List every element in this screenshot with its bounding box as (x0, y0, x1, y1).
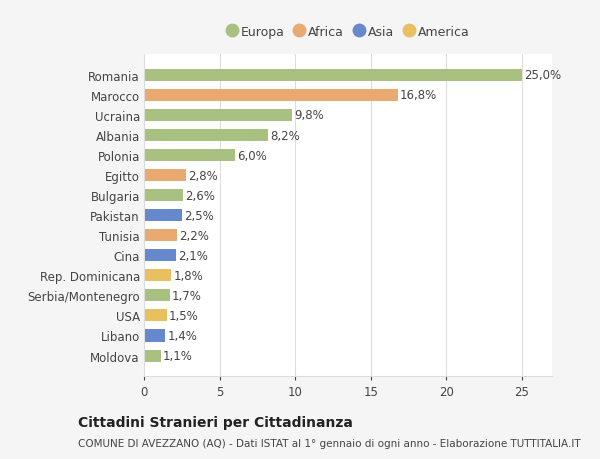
Bar (144, 230, 177, 242)
Bar (144, 250, 176, 262)
Text: Cittadini Stranieri per Cittadinanza: Cittadini Stranieri per Cittadinanza (78, 415, 353, 429)
Text: 1,1%: 1,1% (163, 349, 193, 362)
Text: 2,1%: 2,1% (178, 249, 208, 262)
Text: 1,7%: 1,7% (172, 289, 202, 302)
Bar (144, 350, 161, 362)
Text: 2,2%: 2,2% (179, 229, 209, 242)
Bar (144, 290, 170, 302)
Text: 6,0%: 6,0% (237, 149, 266, 162)
Bar (144, 190, 183, 202)
Text: 25,0%: 25,0% (524, 69, 561, 82)
Text: COMUNE DI AVEZZANO (AQ) - Dati ISTAT al 1° gennaio di ogni anno - Elaborazione T: COMUNE DI AVEZZANO (AQ) - Dati ISTAT al … (78, 438, 581, 448)
Text: 2,5%: 2,5% (184, 209, 214, 222)
Bar (144, 90, 398, 102)
Bar (144, 310, 167, 322)
Text: 1,4%: 1,4% (167, 329, 197, 342)
Text: 16,8%: 16,8% (400, 89, 437, 102)
Text: 2,6%: 2,6% (185, 189, 215, 202)
Bar (144, 110, 292, 122)
Bar (144, 270, 171, 282)
Text: 1,5%: 1,5% (169, 309, 199, 322)
Text: 2,8%: 2,8% (188, 169, 218, 182)
Legend: Europa, Africa, Asia, America: Europa, Africa, Asia, America (227, 26, 469, 39)
Text: 8,2%: 8,2% (270, 129, 300, 142)
Text: 9,8%: 9,8% (295, 109, 324, 122)
Bar (144, 70, 522, 82)
Bar (144, 130, 268, 142)
Text: 1,8%: 1,8% (173, 269, 203, 282)
Bar (144, 170, 187, 182)
Bar (144, 330, 165, 342)
Bar (144, 210, 182, 222)
Bar (144, 150, 235, 162)
